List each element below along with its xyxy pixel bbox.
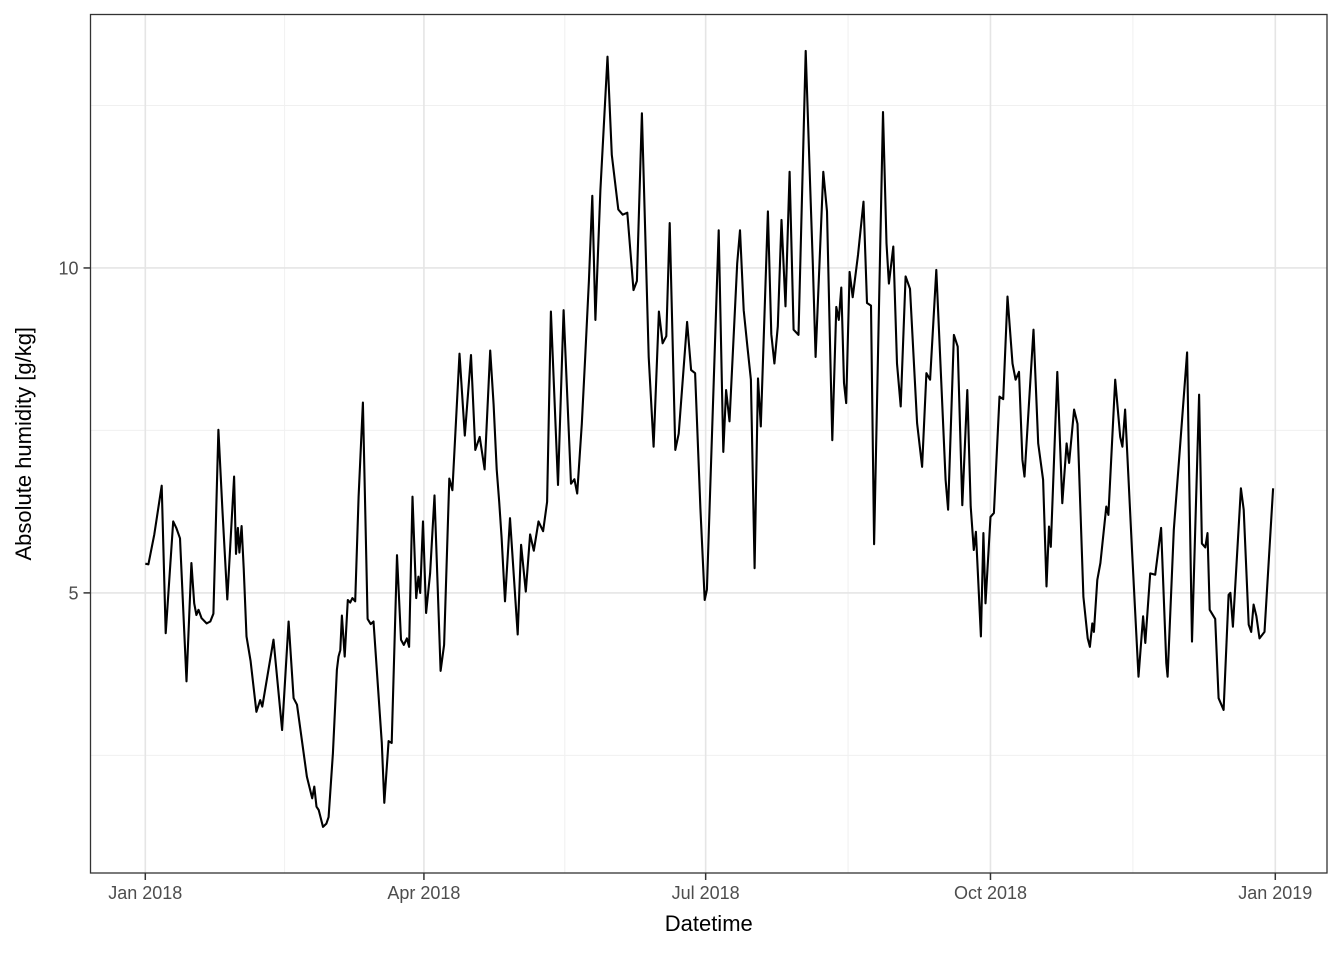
y-tick-label: 5 [68,583,78,603]
series-layer [145,49,1275,828]
x-axis-title: Datetime [665,911,753,936]
y-axis-title: Absolute humidity [g/kg] [11,327,36,561]
humidity-line [145,49,1275,828]
x-tick-label: Jul 2018 [672,883,740,903]
label-layer: Jan 2018 Apr 2018 Jul 2018 Oct 2018 Jan 2019… [58,258,1312,903]
y-tick-label: 10 [58,258,78,278]
x-tick-label: Apr 2018 [387,883,460,903]
x-tick-label: Jan 2018 [108,883,182,903]
tick-layer [83,267,1277,880]
grid-layer [90,14,1327,873]
panel-border [89,13,1328,874]
panel-background [90,14,1327,873]
x-tick-label: Oct 2018 [954,883,1027,903]
x-tick-label: Jan 2019 [1238,883,1312,903]
